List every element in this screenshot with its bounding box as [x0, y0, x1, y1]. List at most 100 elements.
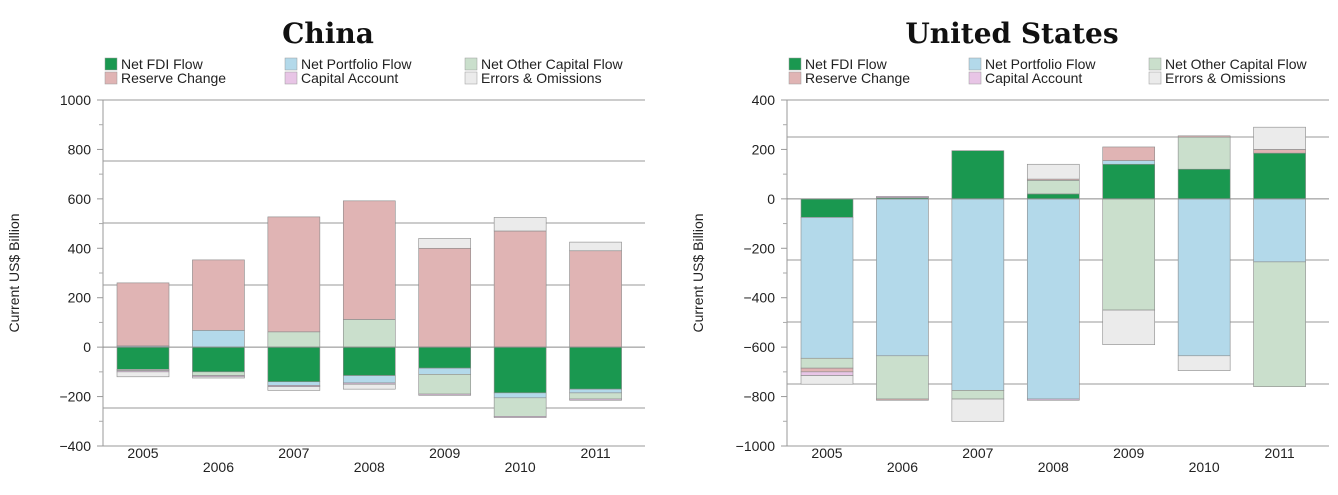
x-tick-label: 2008 [1038, 459, 1069, 475]
bar-net-portfolio-flow-2007 [267, 381, 321, 386]
bar-errors-omissions-2010 [1177, 355, 1231, 371]
bar-net-portfolio-flow-2008 [1026, 198, 1080, 400]
bar-net-portfolio-flow-2006 [876, 198, 929, 357]
y-tick-label: −400 [59, 438, 91, 454]
legend-label-capital-account: Capital Account [985, 70, 1082, 86]
bar-net-other-capital-flow-2008 [342, 319, 396, 348]
y-axis-label: Current US$ Billion [6, 213, 22, 332]
legend-swatch-capital-account [284, 71, 298, 85]
legend-label-errors-omissions: Errors & Omissions [481, 70, 602, 86]
bar-errors-omissions-2005 [800, 375, 854, 385]
bar-net-other-capital-flow-2009 [418, 374, 472, 395]
bar-net-other-capital-flow-2010 [493, 397, 547, 417]
bar-net-fdi-flow-2009 [1102, 163, 1156, 200]
legend-swatch-net-other-capital-flow [464, 57, 478, 71]
x-tick-label: 2010 [505, 459, 536, 475]
bar-net-portfolio-flow-2009 [1102, 160, 1156, 165]
legend-label-reserve-change: Reserve Change [121, 70, 226, 86]
bar-net-other-capital-flow-2008 [1026, 180, 1080, 195]
bar-net-other-capital-flow-2005 [800, 357, 854, 369]
bar-net-other-capital-flow-2011 [569, 392, 622, 400]
bar-net-portfolio-flow-2009 [418, 367, 472, 375]
bar-net-portfolio-flow-2010 [493, 392, 547, 399]
bar-reserve-change-2009 [1102, 146, 1156, 161]
bar-net-portfolio-flow-2005 [800, 217, 854, 359]
bar-capital-account-2011 [569, 398, 622, 401]
bar-net-portfolio-flow-2010 [1177, 198, 1231, 357]
y-tick-label: 800 [68, 141, 92, 157]
bar-net-portfolio-flow-2006 [192, 330, 245, 348]
x-tick-label: 2009 [429, 445, 460, 461]
bar-net-other-capital-flow-2009 [1102, 198, 1156, 311]
bar-errors-omissions-2007 [951, 398, 1005, 422]
bar-errors-omissions-2009 [1102, 309, 1156, 345]
x-tick-label: 2007 [962, 445, 993, 461]
y-tick-label: 400 [68, 240, 92, 256]
bar-net-portfolio-flow-2011 [569, 388, 622, 394]
legend-label-errors-omissions: Errors & Omissions [1165, 70, 1286, 86]
bar-net-other-capital-flow-2006 [192, 371, 245, 376]
legend-label-net-portfolio-flow: Net Portfolio Flow [301, 56, 412, 72]
bar-capital-account-2008 [1026, 398, 1080, 401]
x-tick-label: 2007 [278, 445, 309, 461]
y-tick-label: 400 [752, 92, 776, 108]
bar-net-fdi-flow-2007 [951, 150, 1005, 200]
bar-net-other-capital-flow-2010 [1177, 136, 1231, 170]
bar-errors-omissions-2008 [1026, 163, 1080, 180]
bar-errors-omissions-2011 [1253, 126, 1306, 150]
bar-errors-omissions-2006 [192, 376, 245, 379]
bar-net-fdi-flow-2011 [1253, 152, 1306, 200]
y-tick-label: 0 [83, 339, 91, 355]
bar-reserve-change-2011 [569, 250, 622, 348]
x-tick-label: 2006 [203, 459, 234, 475]
bar-errors-omissions-2005 [116, 371, 170, 378]
bar-capital-account-2009 [418, 393, 472, 396]
bar-errors-omissions-2010 [493, 217, 547, 232]
bar-net-fdi-flow-2010 [1177, 168, 1231, 200]
bar-net-portfolio-flow-2008 [342, 375, 396, 384]
y-axis-label: Current US$ Billion [690, 213, 706, 332]
x-tick-label: 2011 [581, 445, 611, 461]
y-tick-label: −800 [743, 389, 775, 405]
chart-panel-united-states: United States Net FDI Flow Net Portfolio F… [690, 17, 1329, 475]
bar-net-portfolio-flow-2007 [951, 198, 1005, 391]
x-tick-label: 2005 [811, 445, 842, 461]
bar-net-fdi-flow-2008 [342, 346, 396, 376]
bar-net-fdi-flow-2007 [267, 346, 321, 383]
bar-errors-omissions-2008 [342, 383, 396, 390]
bar-net-other-capital-flow-2006 [876, 355, 929, 400]
bar-net-fdi-flow-2010 [493, 346, 547, 394]
x-tick-label: 2005 [127, 445, 158, 461]
x-tick-label: 2011 [1265, 445, 1295, 461]
y-tick-label: 0 [767, 191, 775, 207]
legend-label-net-portfolio-flow: Net Portfolio Flow [985, 56, 1096, 72]
bar-capital-account-2005 [800, 371, 854, 376]
y-tick-label: −400 [743, 290, 775, 306]
legend-label-net-other-capital-flow: Net Other Capital Flow [481, 56, 623, 72]
chart-title: United States [905, 17, 1118, 50]
bar-net-other-capital-flow-2007 [267, 331, 321, 348]
legend-swatch-errors-omissions [1148, 71, 1162, 85]
bar-reserve-change-2010 [493, 230, 547, 348]
y-tick-label: 200 [752, 141, 776, 157]
y-tick-label: 1000 [60, 92, 91, 108]
legend-swatch-net-fdi-flow [104, 57, 118, 71]
legend-swatch-net-portfolio-flow [284, 57, 298, 71]
bar-reserve-change-2009 [418, 247, 472, 348]
bar-net-portfolio-flow-2011 [1253, 198, 1306, 263]
chart-title: China [282, 17, 374, 50]
legend-swatch-net-portfolio-flow [968, 57, 982, 71]
y-tick-label: −600 [743, 339, 775, 355]
bar-reserve-change-2011 [1253, 149, 1306, 154]
y-tick-label: 600 [68, 191, 92, 207]
legend-label-capital-account: Capital Account [301, 70, 398, 86]
bar-net-fdi-flow-2011 [569, 346, 622, 390]
x-tick-label: 2008 [354, 459, 385, 475]
legend-label-net-fdi-flow: Net FDI Flow [121, 56, 204, 72]
bar-errors-omissions-2009 [418, 238, 472, 249]
y-tick-label: −200 [743, 240, 775, 256]
bar-net-fdi-flow-2005 [800, 198, 854, 218]
bar-reserve-change-2007 [267, 216, 321, 333]
bar-reserve-change-2005 [116, 282, 170, 347]
